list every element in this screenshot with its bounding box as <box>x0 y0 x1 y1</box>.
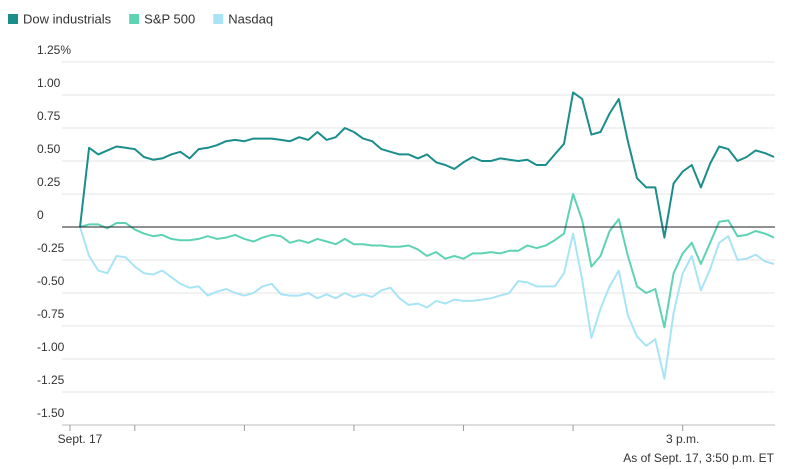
series-line <box>79 91 775 239</box>
y-tick-label: 0.25 <box>37 175 61 189</box>
y-tick-label: 0 <box>37 208 44 222</box>
legend-label: Dow industrials <box>23 11 112 26</box>
series-line <box>79 226 775 380</box>
y-tick-label: -1.00 <box>37 340 65 354</box>
y-tick-label: -1.50 <box>37 406 65 420</box>
x-tick-label: Sept. 17 <box>58 432 103 446</box>
legend-label: S&P 500 <box>144 11 195 26</box>
y-tick-label: 0.50 <box>37 142 61 156</box>
y-tick-label: -0.50 <box>37 274 65 288</box>
y-tick-label: -0.25 <box>37 241 65 255</box>
legend-label: Nasdaq <box>228 11 273 26</box>
legend-swatch <box>8 14 18 24</box>
legend-swatch <box>129 14 140 24</box>
y-tick-label: -0.75 <box>37 307 65 321</box>
y-tick-label: -1.25 <box>37 373 65 387</box>
x-tick-label: 3 p.m. <box>666 432 699 446</box>
series-line <box>79 193 775 329</box>
y-tick-label: 1.00 <box>37 76 61 90</box>
legend-swatch <box>213 14 224 24</box>
y-tick-label: 0.75 <box>37 109 61 123</box>
note: As of Sept. 17, 3:50 p.m. ET <box>623 451 774 465</box>
y-tick-label: 1.25% <box>37 43 71 57</box>
